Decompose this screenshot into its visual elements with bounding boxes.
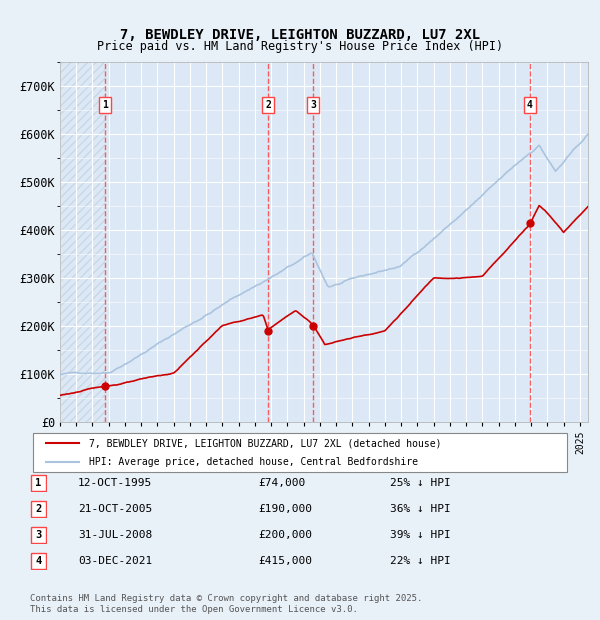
Text: £74,000: £74,000 bbox=[258, 478, 305, 488]
Text: 21-OCT-2005: 21-OCT-2005 bbox=[78, 504, 152, 514]
FancyBboxPatch shape bbox=[33, 433, 568, 472]
Text: 39% ↓ HPI: 39% ↓ HPI bbox=[390, 530, 451, 540]
Text: £200,000: £200,000 bbox=[258, 530, 312, 540]
Text: 1: 1 bbox=[35, 478, 41, 488]
Text: 1: 1 bbox=[102, 100, 108, 110]
Text: 3: 3 bbox=[310, 100, 316, 110]
Text: 12-OCT-1995: 12-OCT-1995 bbox=[78, 478, 152, 488]
FancyBboxPatch shape bbox=[31, 527, 46, 543]
Text: 4: 4 bbox=[35, 556, 41, 566]
Text: 22% ↓ HPI: 22% ↓ HPI bbox=[390, 556, 451, 566]
Text: 7, BEWDLEY DRIVE, LEIGHTON BUZZARD, LU7 2XL (detached house): 7, BEWDLEY DRIVE, LEIGHTON BUZZARD, LU7 … bbox=[89, 438, 442, 448]
Text: £415,000: £415,000 bbox=[258, 556, 312, 566]
Text: HPI: Average price, detached house, Central Bedfordshire: HPI: Average price, detached house, Cent… bbox=[89, 457, 418, 467]
Text: 03-DEC-2021: 03-DEC-2021 bbox=[78, 556, 152, 566]
Text: 36% ↓ HPI: 36% ↓ HPI bbox=[390, 504, 451, 514]
Text: £190,000: £190,000 bbox=[258, 504, 312, 514]
Text: 7, BEWDLEY DRIVE, LEIGHTON BUZZARD, LU7 2XL: 7, BEWDLEY DRIVE, LEIGHTON BUZZARD, LU7 … bbox=[120, 28, 480, 42]
Text: 3: 3 bbox=[35, 530, 41, 540]
Text: 25% ↓ HPI: 25% ↓ HPI bbox=[390, 478, 451, 488]
Text: 4: 4 bbox=[527, 100, 533, 110]
FancyBboxPatch shape bbox=[31, 501, 46, 517]
Text: 2: 2 bbox=[265, 100, 271, 110]
Text: 31-JUL-2008: 31-JUL-2008 bbox=[78, 530, 152, 540]
FancyBboxPatch shape bbox=[31, 553, 46, 569]
Text: 2: 2 bbox=[35, 504, 41, 514]
Text: Contains HM Land Registry data © Crown copyright and database right 2025.
This d: Contains HM Land Registry data © Crown c… bbox=[30, 595, 422, 614]
Text: Price paid vs. HM Land Registry's House Price Index (HPI): Price paid vs. HM Land Registry's House … bbox=[97, 40, 503, 53]
FancyBboxPatch shape bbox=[31, 475, 46, 491]
